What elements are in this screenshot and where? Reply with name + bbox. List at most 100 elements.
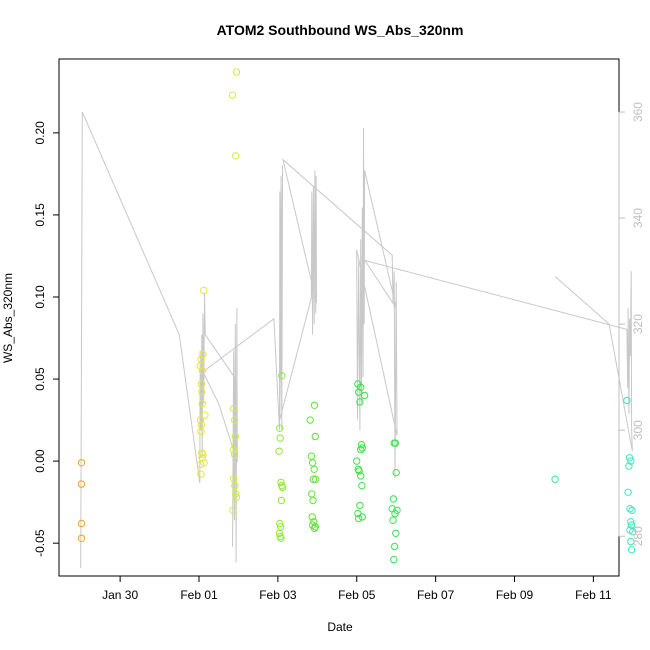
y-tick-label: 0.15 — [33, 203, 47, 227]
data-point — [310, 465, 318, 473]
data-point — [199, 450, 207, 459]
data-point — [232, 152, 240, 160]
data-point — [198, 400, 206, 408]
data-point — [77, 519, 86, 528]
y-axis: -0.05 0.00 0.05 0.10 0.15 0.20 — [33, 121, 60, 557]
data-point — [627, 537, 635, 546]
x-tick-label: Jan 30 — [102, 588, 138, 602]
data-point — [200, 286, 208, 295]
data-point — [353, 457, 361, 465]
data-point — [356, 501, 364, 510]
y-tick-label: 0.10 — [33, 285, 47, 309]
secondary-series-layer — [80, 111, 633, 569]
data-point — [312, 475, 320, 483]
data-point — [308, 459, 317, 467]
data-point — [551, 475, 559, 483]
data-point — [624, 488, 632, 496]
y2-tick-label: 340 — [631, 208, 645, 228]
data-point — [277, 534, 285, 542]
plot-frame — [58, 58, 620, 577]
data-point — [358, 444, 366, 452]
data-point — [393, 506, 401, 514]
data-point — [278, 372, 286, 380]
data-point — [196, 416, 205, 424]
data-point — [197, 470, 205, 478]
data-point — [390, 542, 399, 551]
data-point — [77, 480, 86, 488]
data-point — [277, 496, 286, 505]
data-point — [308, 513, 316, 521]
data-point — [197, 421, 206, 429]
data-point — [276, 424, 284, 432]
data-point — [196, 460, 205, 469]
y2-tick-label: 300 — [631, 420, 645, 440]
data-point — [278, 483, 287, 492]
data-point — [392, 529, 400, 537]
data-point — [229, 506, 237, 514]
chart-title: ATOM2 Southbound WS_Abs_320nm — [217, 22, 464, 38]
data-point — [275, 447, 283, 455]
x-tick-label: Feb 05 — [338, 588, 376, 602]
data-point — [625, 454, 634, 462]
x-tick-label: Feb 07 — [417, 588, 455, 602]
data-point — [307, 452, 316, 460]
data-point — [391, 439, 400, 447]
data-point — [197, 380, 206, 388]
data-point — [357, 383, 365, 391]
data-point — [358, 513, 366, 521]
data-point — [355, 388, 363, 396]
data-point — [627, 457, 635, 465]
data-point — [627, 518, 635, 526]
data-point — [392, 468, 400, 477]
data-point — [360, 391, 369, 400]
data-point — [198, 454, 206, 462]
data-point — [230, 416, 239, 424]
data-point — [310, 401, 319, 409]
data-point — [276, 519, 284, 528]
y2-tick-label: 280 — [631, 526, 645, 546]
data-point — [232, 493, 241, 501]
data-point — [311, 523, 319, 531]
data-point — [358, 482, 366, 490]
data-point — [275, 529, 284, 537]
y-tick-label: 0.05 — [33, 367, 47, 391]
data-point — [355, 514, 363, 523]
data-point — [77, 459, 86, 467]
data-point — [389, 495, 398, 503]
y2-tick-label: 360 — [631, 102, 645, 122]
y-tick-label: 0.00 — [33, 449, 47, 473]
data-point — [230, 450, 239, 459]
data-point — [276, 434, 284, 442]
data-point — [625, 462, 633, 470]
data-point — [309, 496, 317, 505]
data-point — [230, 404, 238, 413]
data-point — [231, 432, 240, 441]
data-point — [357, 445, 365, 454]
data-point — [627, 546, 636, 554]
data-point — [389, 516, 397, 524]
data-point — [198, 388, 206, 396]
data-point — [628, 506, 636, 514]
data-point — [357, 472, 365, 480]
data-point — [231, 482, 239, 490]
data-point — [357, 441, 366, 449]
data-point — [198, 449, 206, 457]
points-layer — [77, 68, 637, 564]
data-point — [199, 350, 207, 359]
y2-tick-label: 320 — [631, 314, 645, 334]
data-point — [390, 555, 398, 564]
y2-axis: 280 300 320 340 360 — [618, 102, 645, 546]
y-axis-title: WS_Abs_320nm — [1, 273, 15, 363]
data-point — [200, 459, 208, 467]
data-point — [229, 445, 238, 454]
x-axis-title: Date — [327, 620, 353, 634]
data-point — [629, 528, 637, 536]
data-point — [232, 68, 241, 76]
data-point — [306, 416, 314, 424]
data-point — [197, 355, 205, 364]
data-point — [277, 478, 285, 487]
data-point — [355, 467, 363, 475]
x-axis: Jan 30 Feb 01 Feb 03 Feb 05 Feb 07 Feb 09 Feb … — [102, 575, 612, 602]
y-tick-label: 0.20 — [33, 121, 47, 145]
